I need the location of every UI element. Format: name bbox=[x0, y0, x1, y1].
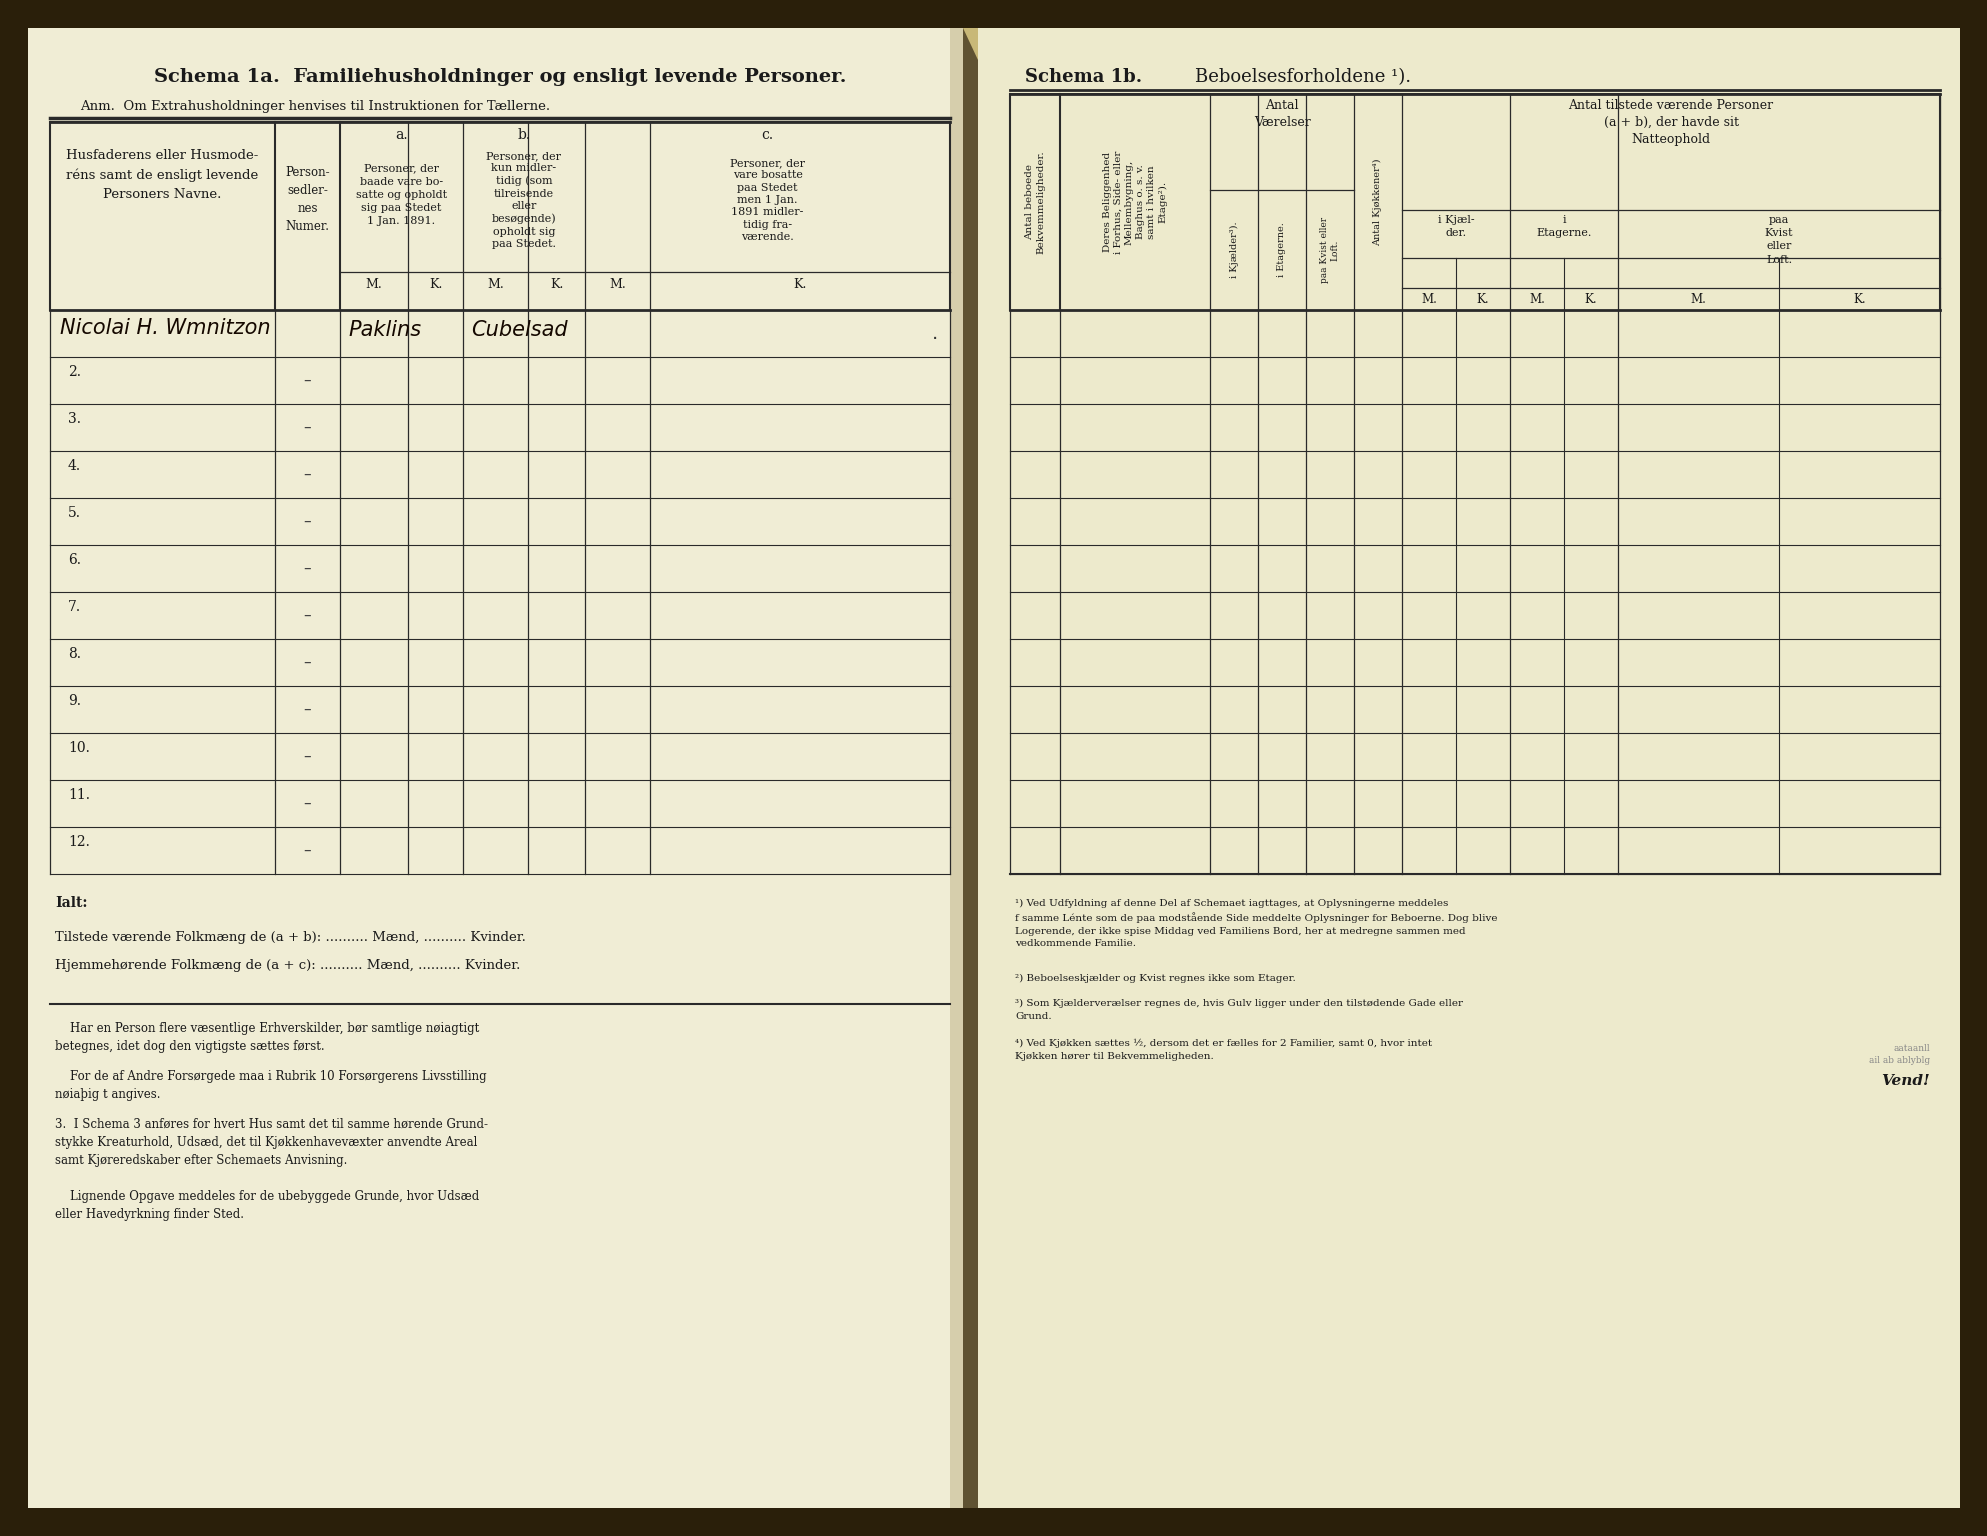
Text: a.: a. bbox=[395, 127, 407, 141]
Text: 2.: 2. bbox=[68, 366, 81, 379]
Text: c.: c. bbox=[761, 127, 773, 141]
Text: Person-
sedler-
nes
Numer.: Person- sedler- nes Numer. bbox=[286, 166, 330, 233]
Text: Har en Person flere væsentlige Erhverskilder, bør samtlige nøiagtigt
betegnes, i: Har en Person flere væsentlige Erhverski… bbox=[56, 1021, 479, 1054]
Text: ⁴) Ved Kjøkken sættes ½, dersom det er fælles for 2 Familier, samt 0, hvor intet: ⁴) Ved Kjøkken sættes ½, dersom det er f… bbox=[1015, 1038, 1433, 1061]
Text: M.: M. bbox=[1530, 293, 1546, 306]
Text: Vend!: Vend! bbox=[1882, 1074, 1929, 1087]
Text: 5.: 5. bbox=[68, 505, 81, 521]
Text: K.: K. bbox=[550, 278, 562, 290]
Text: Schema 1a.  Familiehusholdninger og ensligt levende Personer.: Schema 1a. Familiehusholdninger og ensli… bbox=[153, 68, 846, 86]
Text: paa Kvist eller
Loft.: paa Kvist eller Loft. bbox=[1319, 217, 1339, 283]
Text: Antal
Værelser: Antal Værelser bbox=[1254, 98, 1309, 129]
Bar bbox=[950, 28, 978, 1508]
Text: K.: K. bbox=[793, 278, 807, 290]
Text: Personer, der
vare bosatte
paa Stedet
men 1 Jan.
1891 midler-
tidig fra-
værende: Personer, der vare bosatte paa Stedet me… bbox=[729, 158, 805, 243]
Text: Paklins: Paklins bbox=[348, 321, 421, 341]
Text: b.: b. bbox=[517, 127, 531, 141]
Text: M.: M. bbox=[487, 278, 505, 290]
Text: Personer, der
kun midler-
tidig (som
tilreisende
eller
besøgende)
opholdt sig
pa: Personer, der kun midler- tidig (som til… bbox=[487, 151, 562, 249]
Bar bbox=[978, 28, 1959, 1508]
Text: –: – bbox=[304, 515, 312, 528]
Text: Antal Kjøkkener⁴): Antal Kjøkkener⁴) bbox=[1373, 158, 1383, 246]
Text: Lignende Opgave meddeles for de ubebyggede Grunde, hvor Udsæd
eller Havedyrkning: Lignende Opgave meddeles for de ubebygge… bbox=[56, 1190, 479, 1221]
Text: M.: M. bbox=[1691, 293, 1707, 306]
Text: 6.: 6. bbox=[68, 553, 81, 567]
Text: 12.: 12. bbox=[68, 836, 89, 849]
Text: i Etagerne.: i Etagerne. bbox=[1278, 223, 1286, 278]
Text: Anm.  Om Extrahusholdninger henvises til Instruktionen for Tællerne.: Anm. Om Extrahusholdninger henvises til … bbox=[79, 100, 550, 114]
Text: paa
Kvist
eller
Loft.: paa Kvist eller Loft. bbox=[1764, 215, 1792, 264]
Text: –: – bbox=[304, 750, 312, 763]
Text: Deres Beliggenhed
i Forhus, Side- eller
Mellembygning,
Baghus o. s. v.
samt i hv: Deres Beliggenhed i Forhus, Side- eller … bbox=[1103, 151, 1166, 253]
Text: Schema 1b.: Schema 1b. bbox=[1025, 68, 1143, 86]
Text: Tilstede værende Folkmæng de (a + b): .......... Mænd, .......... Kvinder.: Tilstede værende Folkmæng de (a + b): ..… bbox=[56, 931, 527, 945]
Text: M.: M. bbox=[366, 278, 382, 290]
Text: –: – bbox=[304, 796, 312, 811]
Text: Personer, der
baade vare bo-
satte og opholdt
sig paa Stedet
1 Jan. 1891.: Personer, der baade vare bo- satte og op… bbox=[356, 164, 447, 226]
Text: –: – bbox=[304, 419, 312, 435]
Text: Antal tilstede værende Personer
(a + b), der havde sit
Natteophold: Antal tilstede værende Personer (a + b),… bbox=[1568, 98, 1774, 146]
Text: –: – bbox=[304, 654, 312, 670]
Text: i
Etagerne.: i Etagerne. bbox=[1536, 215, 1592, 238]
Text: Hjemmehørende Folkmæng de (a + c): .......... Mænd, .......... Kvinder.: Hjemmehørende Folkmæng de (a + c): .....… bbox=[56, 958, 521, 972]
Text: aataanll: aataanll bbox=[1894, 1044, 1929, 1054]
Text: i Kjælder³).: i Kjælder³). bbox=[1230, 221, 1238, 278]
Text: M.: M. bbox=[1421, 293, 1437, 306]
Text: .: . bbox=[932, 324, 938, 343]
Bar bbox=[28, 28, 964, 1508]
Text: 4.: 4. bbox=[68, 459, 81, 473]
Text: 3.: 3. bbox=[68, 412, 81, 425]
Polygon shape bbox=[964, 28, 978, 60]
Text: i Kjæl-
der.: i Kjæl- der. bbox=[1439, 215, 1474, 238]
Text: K.: K. bbox=[429, 278, 443, 290]
Text: ³) Som Kjælderverælser regnes de, hvis Gulv ligger under den tilstødende Gade el: ³) Som Kjælderverælser regnes de, hvis G… bbox=[1015, 998, 1462, 1020]
Text: ²) Beboelseskjælder og Kvist regnes ikke som Etager.: ²) Beboelseskjælder og Kvist regnes ikke… bbox=[1015, 974, 1296, 983]
Text: 8.: 8. bbox=[68, 647, 81, 660]
Text: –: – bbox=[304, 373, 312, 389]
Text: –: – bbox=[304, 561, 312, 576]
Text: –: – bbox=[304, 702, 312, 717]
Text: Antal beboede
Bekvemmeligheder.: Antal beboede Bekvemmeligheder. bbox=[1025, 151, 1045, 253]
Text: 3.  I Schema 3 anføres for hvert Hus samt det til samme hørende Grund-
stykke Kr: 3. I Schema 3 anføres for hvert Hus samt… bbox=[56, 1118, 489, 1167]
Text: Husfaderens eller Husmode-
réns samt de ensligt levende
Personers Navne.: Husfaderens eller Husmode- réns samt de … bbox=[66, 149, 258, 201]
Text: –: – bbox=[304, 467, 312, 482]
Text: M.: M. bbox=[610, 278, 626, 290]
Text: 7.: 7. bbox=[68, 601, 81, 614]
Text: 9.: 9. bbox=[68, 694, 81, 708]
Text: 11.: 11. bbox=[68, 788, 89, 802]
Text: Ialt:: Ialt: bbox=[56, 895, 87, 909]
Text: –: – bbox=[304, 843, 312, 859]
Text: 10.: 10. bbox=[68, 740, 89, 756]
Text: –: – bbox=[304, 608, 312, 624]
Text: ail ab ablyblg: ail ab ablyblg bbox=[1870, 1057, 1929, 1064]
Text: ¹) Ved Udfyldning af denne Del af Schemaet iagttages, at Oplysningerne meddeles
: ¹) Ved Udfyldning af denne Del af Schema… bbox=[1015, 899, 1498, 948]
Text: Cubelsad: Cubelsad bbox=[471, 321, 568, 341]
Text: K.: K. bbox=[1854, 293, 1866, 306]
Text: K.: K. bbox=[1476, 293, 1490, 306]
Text: Nicolai H. Wmnitzon: Nicolai H. Wmnitzon bbox=[60, 318, 270, 338]
Text: K.: K. bbox=[1586, 293, 1598, 306]
Text: For de af Andre Forsørgede maa i Rubrik 10 Forsørgerens Livsstilling
nøiaþig t a: For de af Andre Forsørgede maa i Rubrik … bbox=[56, 1071, 487, 1101]
Text: Beboelsesforholdene ¹).: Beboelsesforholdene ¹). bbox=[1194, 68, 1411, 86]
